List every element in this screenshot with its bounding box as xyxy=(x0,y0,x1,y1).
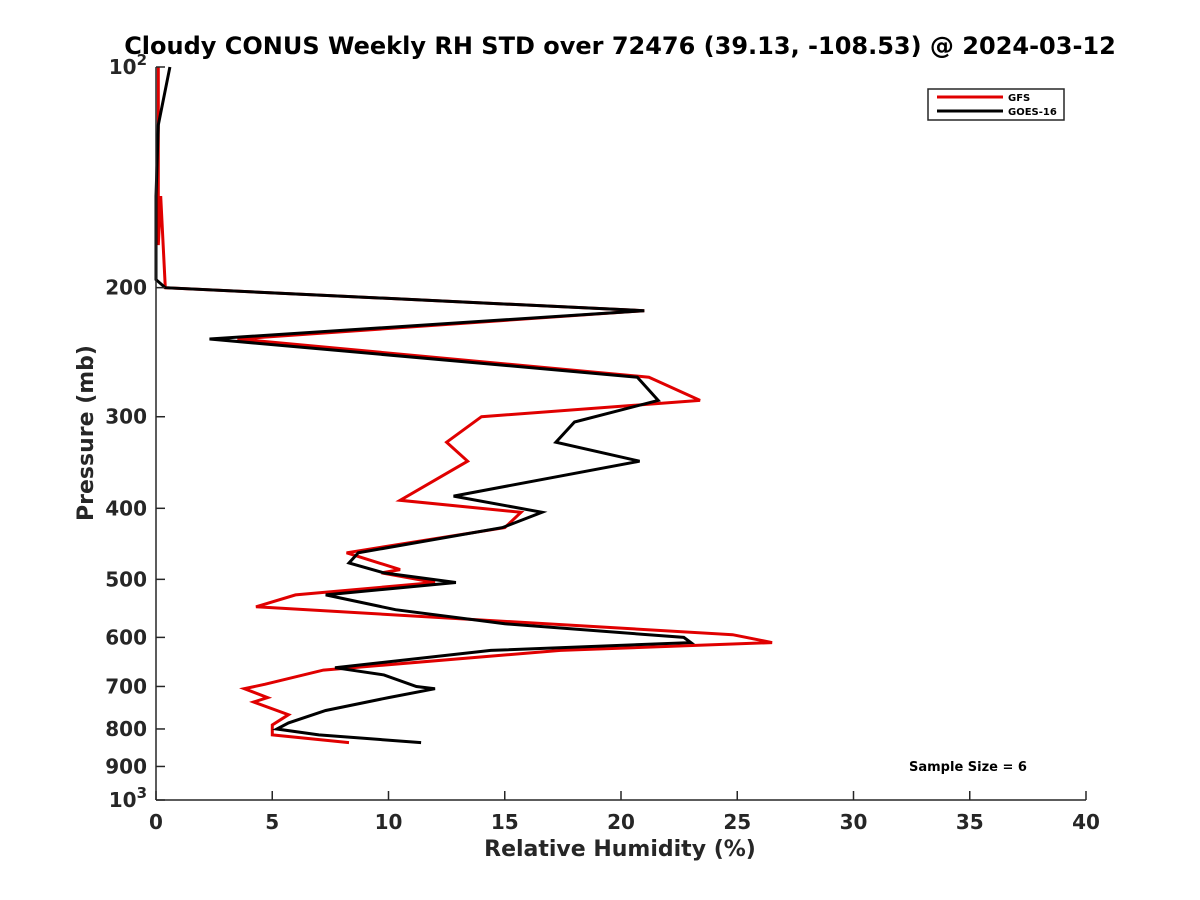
y-tick-label: 700 xyxy=(105,674,147,698)
x-tick-label: 40 xyxy=(1072,810,1100,834)
y-tick-label: 500 xyxy=(105,567,147,591)
x-tick-label: 25 xyxy=(723,810,751,834)
sample-size-annotation: Sample Size = 6 xyxy=(909,760,1027,775)
x-tick-label: 0 xyxy=(149,810,163,834)
axes: 0 5 10 15 20 25 30 35 40 102 200 300 400 500 600 700 800… xyxy=(105,51,1100,834)
legend-label-gfs: GFS xyxy=(1008,93,1030,104)
y-tick-label: 103 xyxy=(109,784,147,812)
y-axis-label: Pressure (mb) xyxy=(74,345,99,521)
legend: GFS GOES-16 xyxy=(927,88,1065,121)
x-tick-label: 10 xyxy=(375,810,403,834)
y-tick-label: 300 xyxy=(105,405,147,429)
series-line-gfs xyxy=(156,67,773,745)
series-line-goes-16 xyxy=(154,66,696,745)
y-tick-label: 400 xyxy=(105,496,147,520)
y-tick-label: 200 xyxy=(105,276,147,300)
y-tick-label: 800 xyxy=(105,717,147,741)
chart-title: Cloudy CONUS Weekly RH STD over 72476 (3… xyxy=(124,32,1116,60)
y-tick-label: 900 xyxy=(105,754,147,778)
y-tick-label: 102 xyxy=(109,51,147,79)
x-tick-label: 30 xyxy=(840,810,868,834)
x-tick-label: 20 xyxy=(607,810,635,834)
x-tick-label: 5 xyxy=(265,810,279,834)
y-tick-label: 600 xyxy=(105,625,147,649)
x-axis-label: Relative Humidity (%) xyxy=(484,837,756,862)
legend-box xyxy=(927,88,1065,121)
x-tick-label: 15 xyxy=(491,810,519,834)
legend-label-goes16: GOES-16 xyxy=(1008,107,1057,118)
x-tick-label: 35 xyxy=(956,810,984,834)
plot-lines xyxy=(154,66,773,745)
